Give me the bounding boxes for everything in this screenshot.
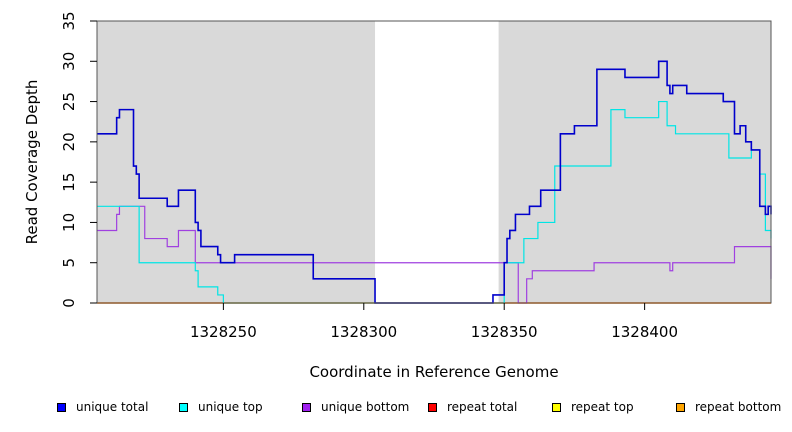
legend-item: repeat total: [428, 400, 517, 414]
legend-swatch: [676, 402, 685, 412]
plot-background: [97, 21, 771, 303]
legend-label: unique bottom: [321, 400, 410, 414]
y-tick-label: 5: [60, 258, 78, 268]
shaded-region-1: [498, 21, 771, 303]
legend-swatch: [552, 402, 561, 412]
legend-item: unique bottom: [302, 400, 409, 414]
legend-item: repeat bottom: [676, 400, 781, 414]
legend-label: repeat bottom: [695, 400, 782, 414]
y-axis: 0 5 10 15 20 25 30 35: [60, 11, 97, 308]
x-axis-label: Coordinate in Reference Genome: [309, 363, 558, 381]
x-tick-label: 1328250: [190, 323, 257, 341]
plot-frame: [96, 20, 772, 304]
y-tick-label: 0: [60, 298, 78, 308]
legend-label: repeat top: [571, 400, 634, 414]
series-line-unique-total: [97, 60, 772, 304]
series-line-unique-top: [97, 100, 772, 304]
y-tick-label: 25: [60, 92, 78, 111]
y-tick-label: 15: [60, 173, 78, 192]
legend-item: unique top: [179, 400, 263, 414]
legend-swatch: [179, 402, 188, 412]
x-axis: 1328250 1328300 1328350 1328400: [190, 303, 678, 341]
y-axis-label: Read Coverage Depth: [23, 80, 41, 245]
y-tick-label: 10: [60, 213, 78, 232]
legend-swatch: [57, 402, 66, 412]
legend-swatch: [302, 402, 311, 412]
y-tick-label: 20: [60, 132, 78, 151]
legend-label: repeat total: [447, 400, 518, 414]
coverage-chart: 1328250 1328300 1328350 1328400 0 5 10 15 20 25 3…: [23, 11, 772, 381]
legend-item: unique total: [57, 400, 148, 414]
legend-label: unique total: [76, 400, 149, 414]
legend-item: repeat top: [552, 400, 634, 414]
x-tick-label: 1328300: [330, 323, 397, 341]
series-line-unique-bottom: [97, 205, 772, 304]
y-tick-label: 30: [60, 52, 78, 71]
legend-label: unique top: [198, 400, 263, 414]
y-tick-label: 35: [60, 11, 78, 30]
x-tick-label: 1328400: [611, 323, 678, 341]
legend: unique total unique top unique bottom repea…: [0, 400, 792, 418]
legend-swatch: [428, 402, 437, 412]
x-tick-label: 1328350: [471, 323, 538, 341]
shaded-region-0: [97, 21, 376, 303]
